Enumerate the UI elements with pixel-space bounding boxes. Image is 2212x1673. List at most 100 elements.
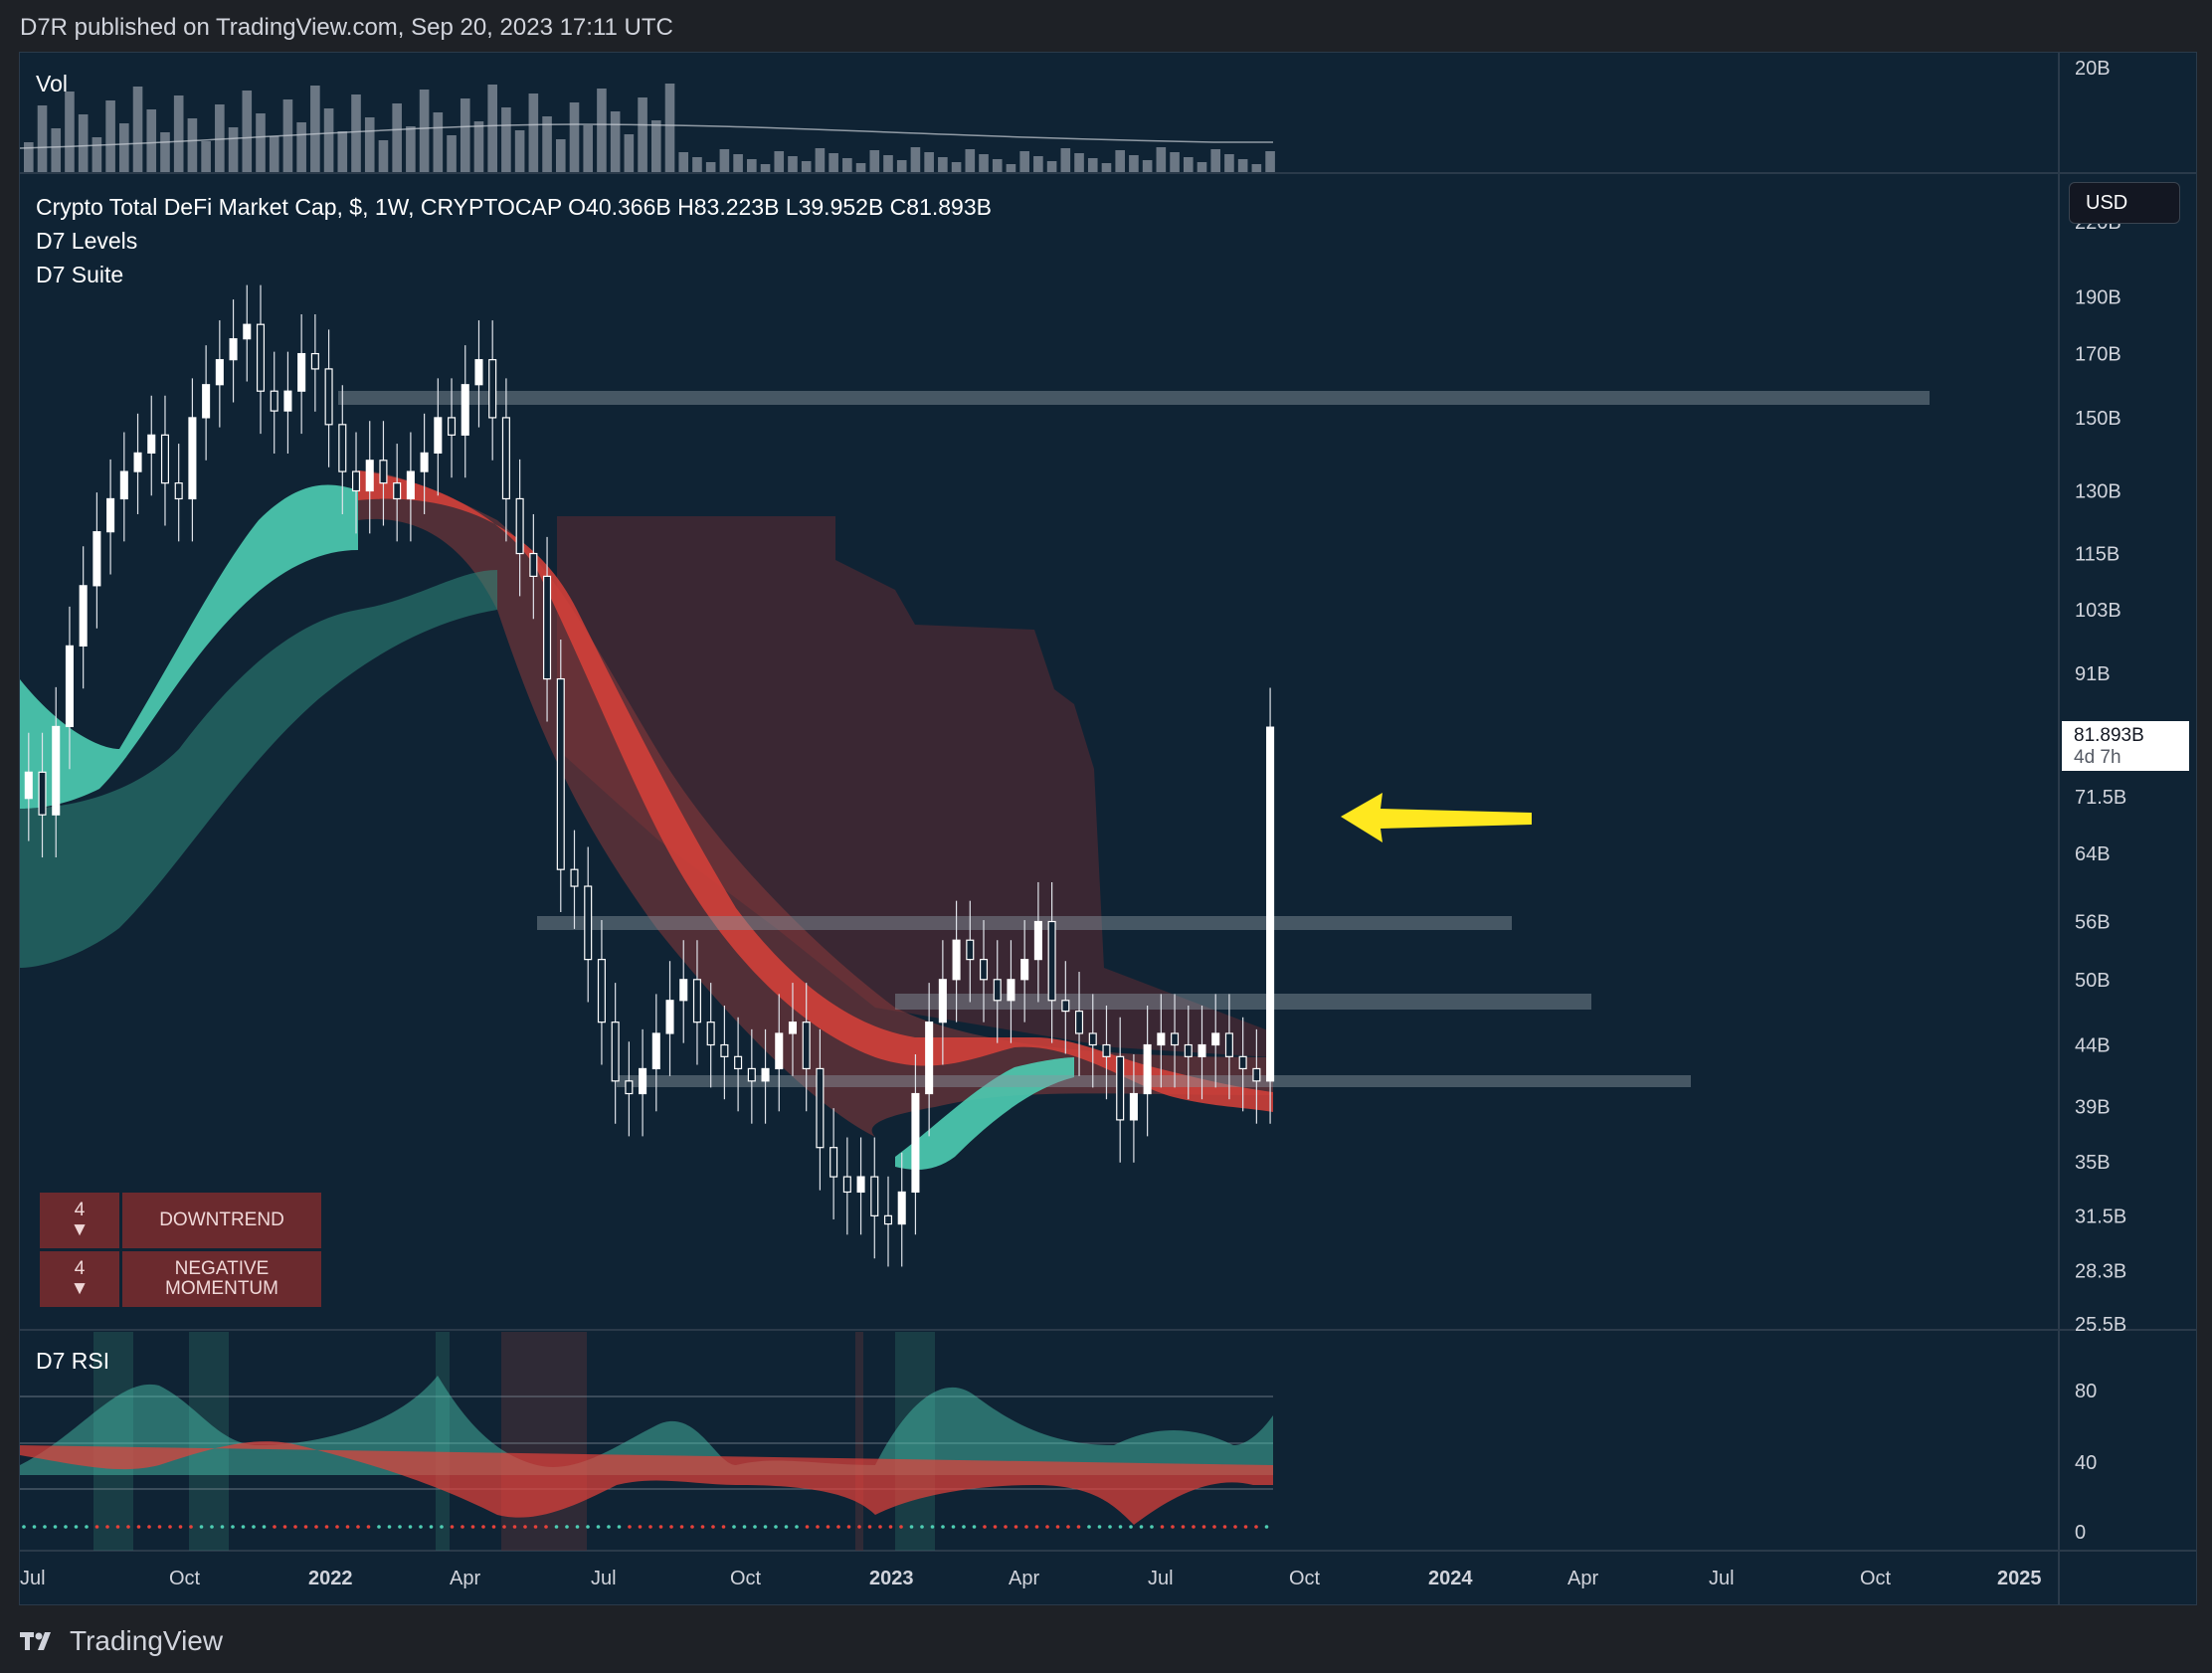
rsi-signal-dot	[199, 1525, 204, 1529]
volume-bar	[378, 140, 389, 172]
rsi-signal-dot	[22, 1525, 26, 1529]
rsi-signal-dot	[575, 1525, 580, 1529]
volume-bar	[829, 153, 838, 172]
candle-body	[720, 1043, 729, 1057]
volume-label: Vol	[36, 71, 68, 96]
rsi-signal-dot	[1181, 1525, 1186, 1529]
candle-body	[1184, 1043, 1193, 1057]
volume-bar	[187, 118, 198, 172]
candle-body	[310, 352, 319, 370]
rsi-signal-dot	[742, 1525, 747, 1529]
candle-body	[1266, 726, 1275, 1082]
legend-indicator-suite[interactable]: D7 Suite	[36, 262, 124, 287]
rsi-signal-dot	[273, 1525, 276, 1529]
volume-bar	[269, 136, 279, 172]
rsi-signal-dot	[502, 1525, 506, 1529]
candle-body	[324, 368, 333, 426]
rsi-signal-dot	[1108, 1525, 1112, 1529]
footer-brand[interactable]: TradingView	[20, 1621, 223, 1661]
volume-bar	[815, 148, 826, 172]
candle-body	[597, 959, 606, 1023]
volume-bar	[1019, 151, 1029, 172]
candle-body	[1007, 979, 1015, 1002]
price-axis-label: 190B	[2075, 286, 2121, 308]
candle-body	[993, 979, 1002, 1002]
rsi-signal-dot	[356, 1525, 360, 1529]
volume-bar	[678, 152, 689, 172]
time-axis-label: Oct	[730, 1568, 762, 1589]
rsi-signal-dot	[909, 1525, 914, 1529]
rsi-signal-dot	[586, 1525, 590, 1529]
rsi-signal-dot	[115, 1525, 120, 1529]
rsi-signal-dot	[1243, 1525, 1248, 1529]
rsi-signal-dot	[168, 1525, 172, 1529]
volume-bar	[1087, 158, 1098, 172]
volume-bar	[1224, 154, 1234, 172]
rsi-axis-label: 40	[2075, 1452, 2097, 1474]
candle-body	[842, 1176, 851, 1194]
candle-body	[1198, 1043, 1206, 1057]
price-axis-label: 39B	[2075, 1097, 2111, 1119]
candle-body	[174, 482, 183, 500]
volume-bar	[146, 109, 157, 172]
rsi-label: D7 RSI	[36, 1348, 110, 1374]
volume-bar	[119, 123, 129, 172]
candle-body	[147, 434, 156, 454]
rsi-signal-dot	[565, 1525, 569, 1529]
candle-body	[1129, 1092, 1138, 1121]
candle-body	[1088, 1032, 1097, 1046]
chart-canvas[interactable]: 220B190B170B150B130B115B103B91B71.5B64B5…	[20, 53, 2196, 1604]
candle-body	[979, 959, 989, 981]
rsi-signal-dot	[679, 1525, 684, 1529]
candle-body	[802, 1022, 811, 1070]
rsi-signal-dot	[1097, 1525, 1102, 1529]
status-count: 4 ▼	[40, 1193, 119, 1248]
time-axis-label: 2023	[869, 1568, 914, 1589]
rsi-bear-area	[20, 1441, 1273, 1525]
rsi-signal-dot	[951, 1525, 956, 1529]
volume-bar	[774, 151, 785, 172]
currency-badge[interactable]: USD	[2069, 182, 2180, 224]
candle-body	[570, 868, 579, 887]
legend-symbol[interactable]: Crypto Total DeFi Market Cap, $, 1W, CRY…	[36, 194, 992, 220]
volume-bar	[1237, 159, 1248, 172]
rsi-signal-dot	[1087, 1525, 1091, 1529]
rsi-signal-dot	[481, 1525, 485, 1529]
rsi-axis-label: 0	[2075, 1522, 2086, 1544]
candle-body	[1238, 1055, 1247, 1070]
volume-bar	[638, 97, 647, 172]
volume-bar	[624, 134, 635, 172]
rsi-signal-dot	[784, 1525, 789, 1529]
rsi-signal-dot	[491, 1525, 496, 1529]
rsi-signal-dot	[1150, 1525, 1154, 1529]
rsi-signal-dot	[189, 1525, 193, 1529]
volume-bar	[228, 127, 239, 172]
candle-body	[256, 323, 266, 392]
rsi-signal-dot	[85, 1525, 89, 1529]
chart-frame[interactable]: 220B190B170B150B130B115B103B91B71.5B64B5…	[19, 52, 2197, 1605]
volume-bar	[855, 163, 866, 172]
candle-body	[133, 452, 142, 472]
status-row-momentum: 4 ▼ NEGATIVE MOMENTUM	[40, 1251, 321, 1307]
volume-bar	[1183, 157, 1194, 172]
candle-body	[393, 482, 402, 500]
candle-body	[966, 939, 975, 961]
rsi-signal-dot	[816, 1525, 820, 1529]
rsi-signal-dot	[648, 1525, 652, 1529]
volume-bar	[801, 161, 812, 172]
rsi-signal-dot	[1222, 1525, 1227, 1529]
rsi-signal-dot	[1212, 1525, 1216, 1529]
price-axis-label: 28.3B	[2075, 1260, 2126, 1282]
volume-bar	[979, 154, 989, 172]
rsi-signal-dot	[231, 1525, 235, 1529]
volume-bar	[242, 91, 253, 172]
legend-indicator-levels[interactable]: D7 Levels	[36, 228, 138, 254]
candle-body	[461, 384, 469, 436]
price-axis-label: 130B	[2075, 480, 2121, 502]
rsi-signal-dot	[899, 1525, 903, 1529]
volume-bar	[92, 137, 102, 172]
rsi-signal-dot	[888, 1525, 893, 1529]
candle-body	[706, 1022, 715, 1046]
candle-body	[651, 1032, 660, 1070]
volume-bar	[705, 162, 716, 172]
